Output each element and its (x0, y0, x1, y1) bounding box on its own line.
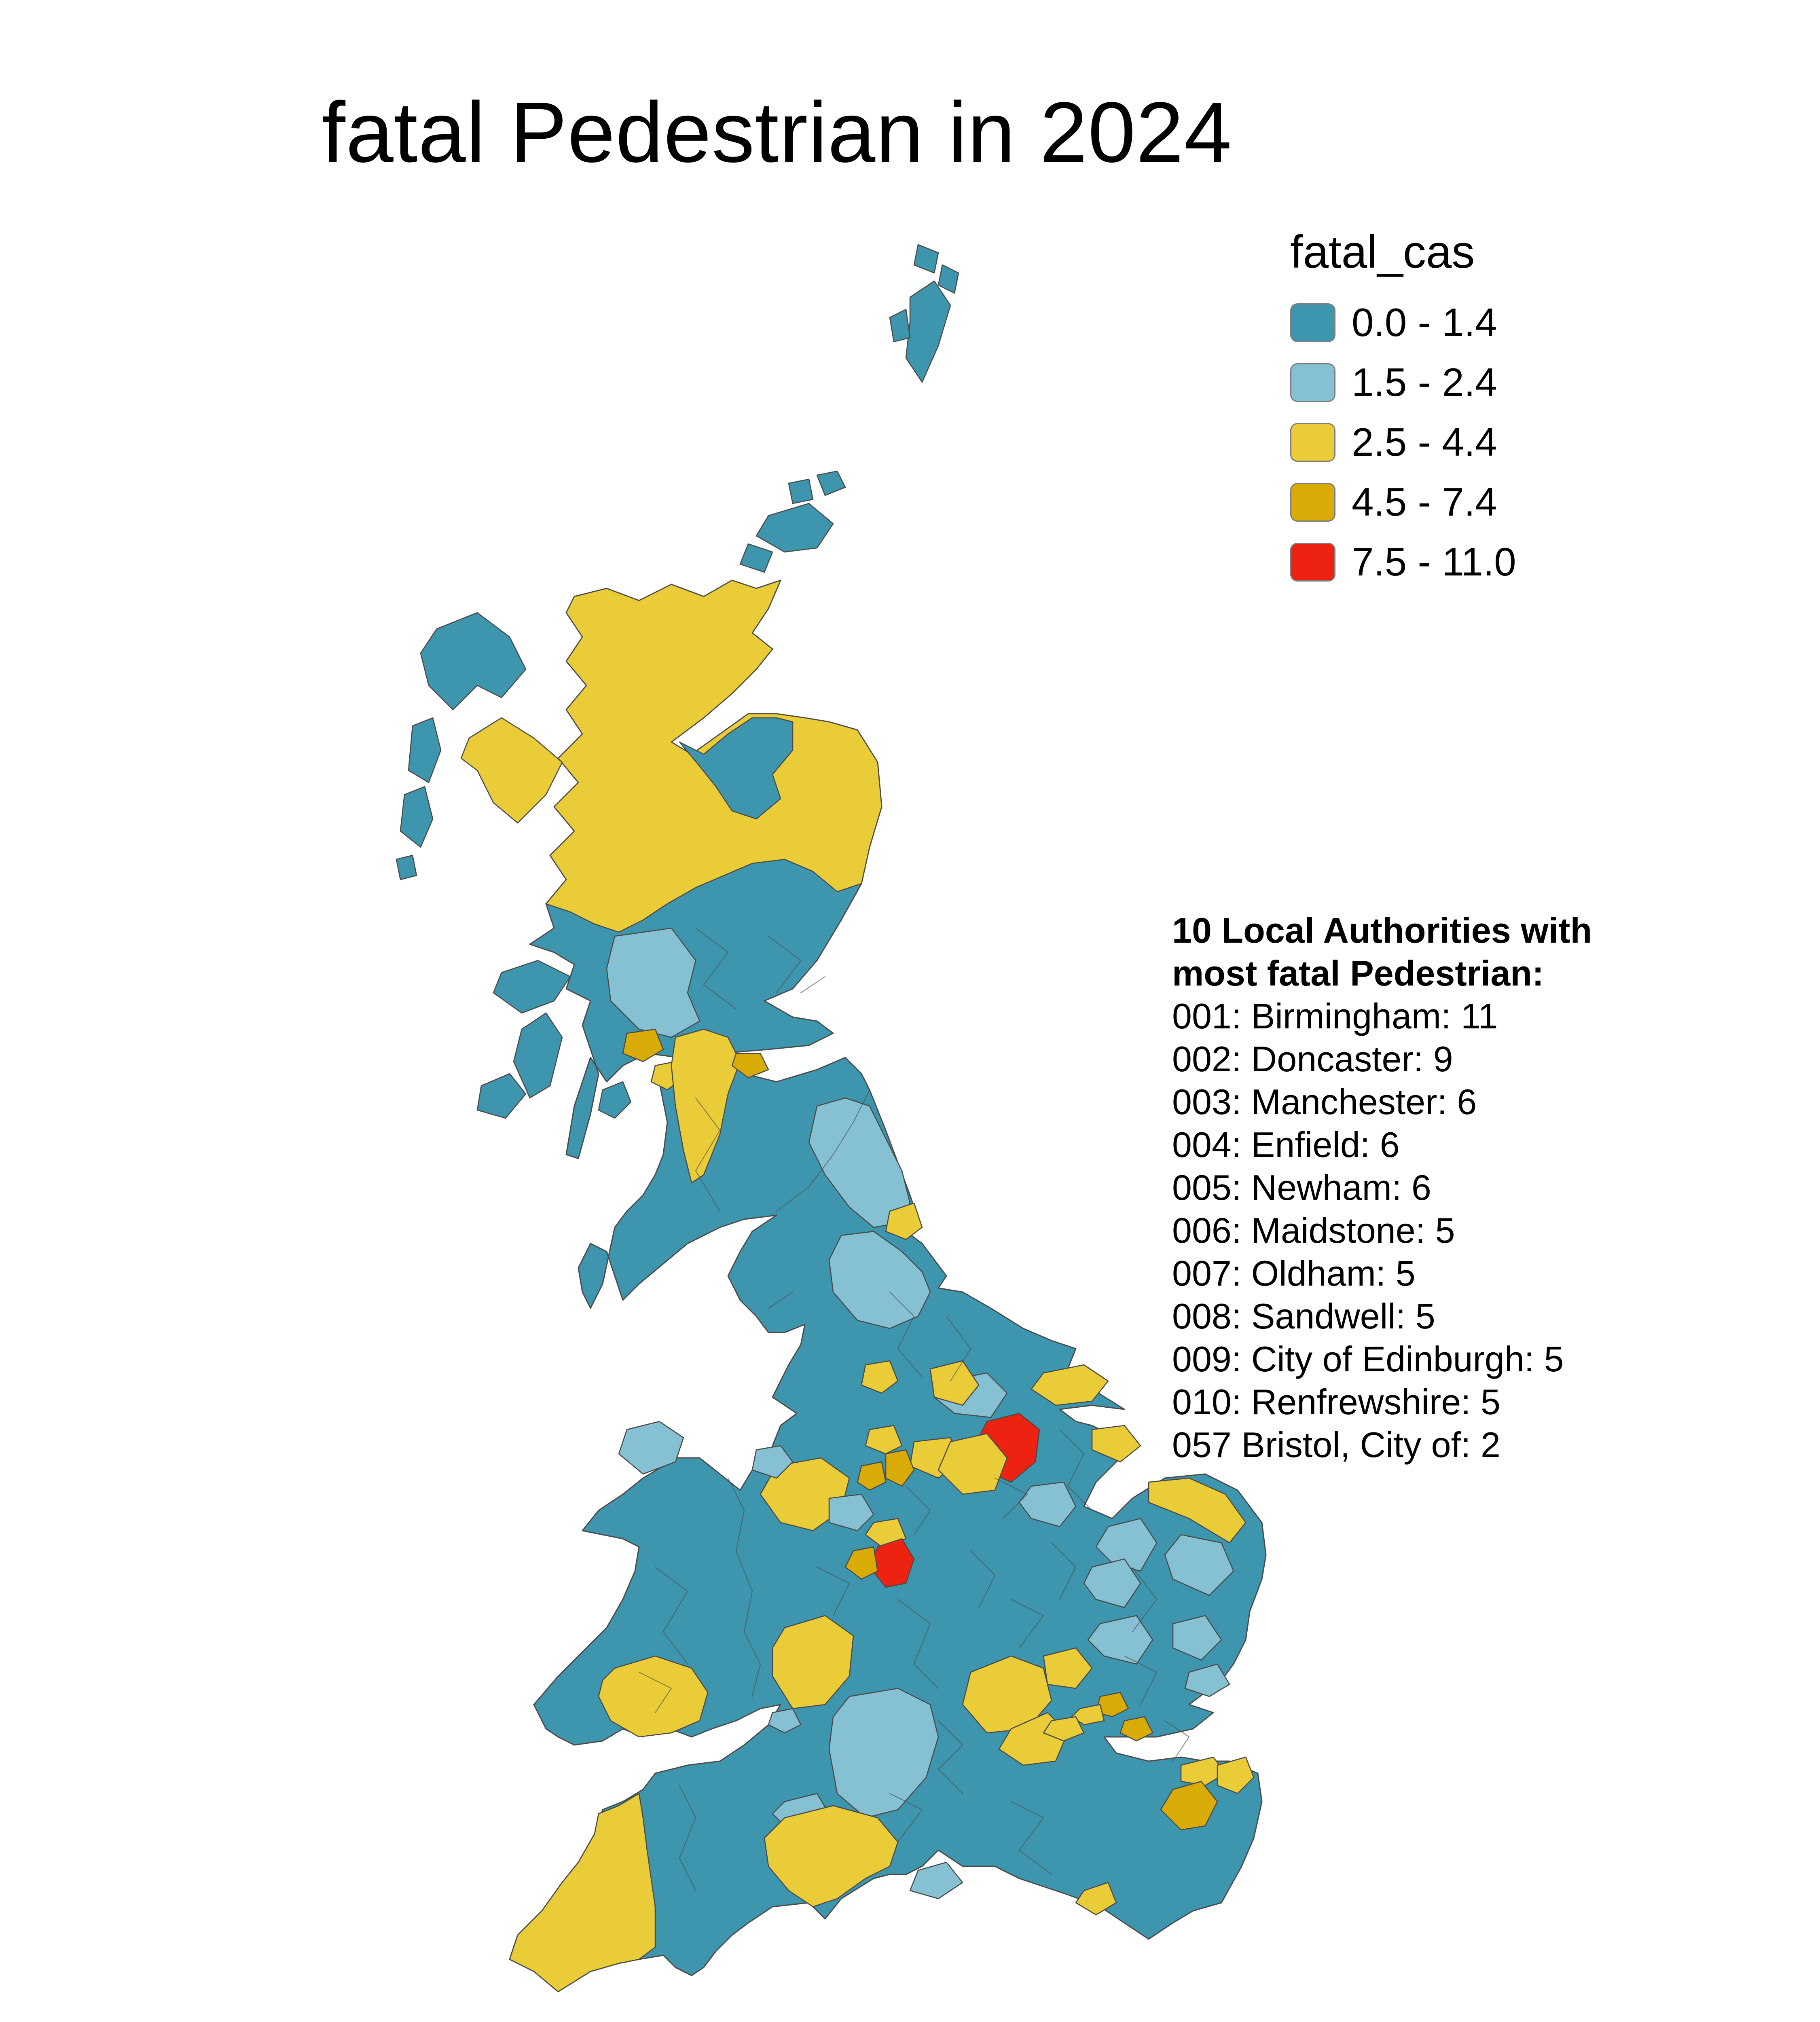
region-lincolnshire-south (1083, 1558, 1141, 1608)
legend-row: 0.0 - 1.4 (1290, 300, 1516, 345)
region-cambridgeshire (1087, 1615, 1153, 1665)
region-bedfordshire (1043, 1647, 1093, 1689)
region-cornwall (509, 1793, 656, 1992)
legend-label: 2.5 - 4.4 (1352, 420, 1497, 464)
legend-row: 7.5 - 11.0 (1290, 539, 1516, 585)
legend-row: 4.5 - 7.4 (1290, 479, 1516, 525)
region-east-riding (1031, 1364, 1109, 1406)
annotation-item: 007: Oldham: 5 (1172, 1253, 1416, 1293)
legend-label: 4.5 - 7.4 (1352, 480, 1497, 524)
region-essex (1184, 1663, 1230, 1697)
region-stirling (606, 927, 700, 1038)
region-maidstone (1160, 1781, 1218, 1831)
region-norfolk-inland (1164, 1534, 1234, 1596)
annotation-item: 057 Bristol, City of: 2 (1172, 1425, 1500, 1465)
region-orkney-mainland (756, 503, 834, 553)
legend-label: 0.0 - 1.4 (1352, 300, 1497, 345)
region-shetland-west (889, 309, 911, 343)
region-norfolk-coast (1148, 1477, 1246, 1544)
region-lewis-harris (420, 612, 527, 711)
legend-row: 1.5 - 2.4 (1290, 360, 1516, 405)
region-skye (460, 717, 563, 824)
annotation-item: 008: Sandwell: 5 (1172, 1296, 1435, 1336)
region-isle-of-wight (909, 1861, 963, 1899)
annotation-item: 004: Enfield: 6 (1172, 1125, 1400, 1165)
region-leicestershire (962, 1655, 1052, 1734)
region-islay (476, 1073, 527, 1119)
region-canterbury (1217, 1756, 1255, 1794)
annotation-item: 006: Maidstone: 5 (1172, 1210, 1455, 1250)
legend-swatch-class-3 (1290, 423, 1335, 462)
top-authorities-annotation: 10 Local Authorities with most fatal Ped… (1172, 909, 1592, 1466)
region-ne-lincolnshire (1091, 1425, 1141, 1463)
region-carmarthenshire (598, 1655, 709, 1738)
region-medway (1180, 1756, 1226, 1786)
region-oldham (885, 1449, 915, 1487)
annotation-item: 002: Doncaster: 9 (1172, 1039, 1453, 1079)
region-barra (396, 854, 417, 880)
annotation-heading-line-1: 10 Local Authorities with (1172, 910, 1592, 950)
region-shropshire (828, 1493, 874, 1531)
annotation-item: 009: City of Edinburgh: 5 (1172, 1339, 1564, 1379)
annotation-item: 010: Renfrewshire: 5 (1172, 1382, 1500, 1422)
boundary-lines (639, 928, 1189, 1891)
region-manchester (857, 1461, 887, 1491)
region-hoy (739, 543, 773, 573)
region-orkney-north-2 (788, 478, 814, 504)
region-mull (493, 960, 571, 1014)
region-orkney-north-1 (816, 470, 846, 496)
annotation-item: 001: Birmingham: 11 (1172, 996, 1498, 1036)
region-shetland-north (913, 244, 939, 274)
annotation-item: 003: Manchester: 6 (1172, 1082, 1477, 1122)
region-newham (1120, 1716, 1153, 1742)
legend-row: 2.5 - 4.4 (1290, 419, 1516, 465)
region-lincolnshire (1095, 1518, 1158, 1572)
legend-swatch-class-1 (1290, 303, 1335, 342)
legend-label: 7.5 - 11.0 (1352, 539, 1516, 584)
map-legend: fatal_cas 0.0 - 1.4 1.5 - 2.4 2.5 - 4.4 … (1290, 226, 1516, 599)
region-dorset (764, 1805, 899, 1908)
region-bristol (768, 1708, 802, 1734)
region-north-uist (408, 717, 442, 783)
uk-choropleth-map (396, 244, 1267, 1992)
region-anglesey (618, 1421, 684, 1475)
legend-swatch-class-4 (1290, 482, 1335, 522)
region-haringey (1071, 1704, 1105, 1726)
region-arran (598, 1081, 632, 1119)
region-city-of-edinburgh (731, 1053, 769, 1079)
region-county-durham (828, 1231, 931, 1329)
region-cheshire-west (760, 1457, 850, 1531)
annotation-heading-line-2: most fatal Pedestrian: (1172, 953, 1544, 993)
region-moray (679, 717, 794, 820)
region-rochdale (865, 1425, 903, 1455)
region-sandwell (844, 1546, 878, 1580)
region-bradford (929, 1360, 980, 1406)
region-brighton (1075, 1882, 1117, 1916)
region-wiltshire (828, 1688, 939, 1819)
region-shetland-mainland (905, 280, 951, 383)
legend-swatch-class-5 (1290, 542, 1335, 582)
page-title: fatal Pedestrian in 2024 (322, 84, 1232, 180)
region-west-london (1043, 1716, 1085, 1742)
annotation-item: 005: Newham: 6 (1172, 1168, 1431, 1208)
region-herefordshire (772, 1615, 854, 1709)
region-wirral (751, 1445, 794, 1479)
region-renfrewshire (622, 1028, 664, 1062)
region-tyneside (885, 1202, 923, 1240)
region-south-uist (400, 786, 434, 848)
region-peak-district (938, 1433, 1008, 1495)
legend-title: fatal_cas (1290, 226, 1475, 278)
region-ribble-valley (861, 1360, 899, 1394)
region-suffolk (1172, 1615, 1222, 1661)
region-south-lanarkshire (671, 1028, 741, 1184)
region-jura (513, 1012, 563, 1099)
legend-label: 1.5 - 2.4 (1352, 360, 1497, 404)
region-shetland-east (938, 264, 959, 294)
legend-swatch-class-2 (1290, 363, 1335, 402)
